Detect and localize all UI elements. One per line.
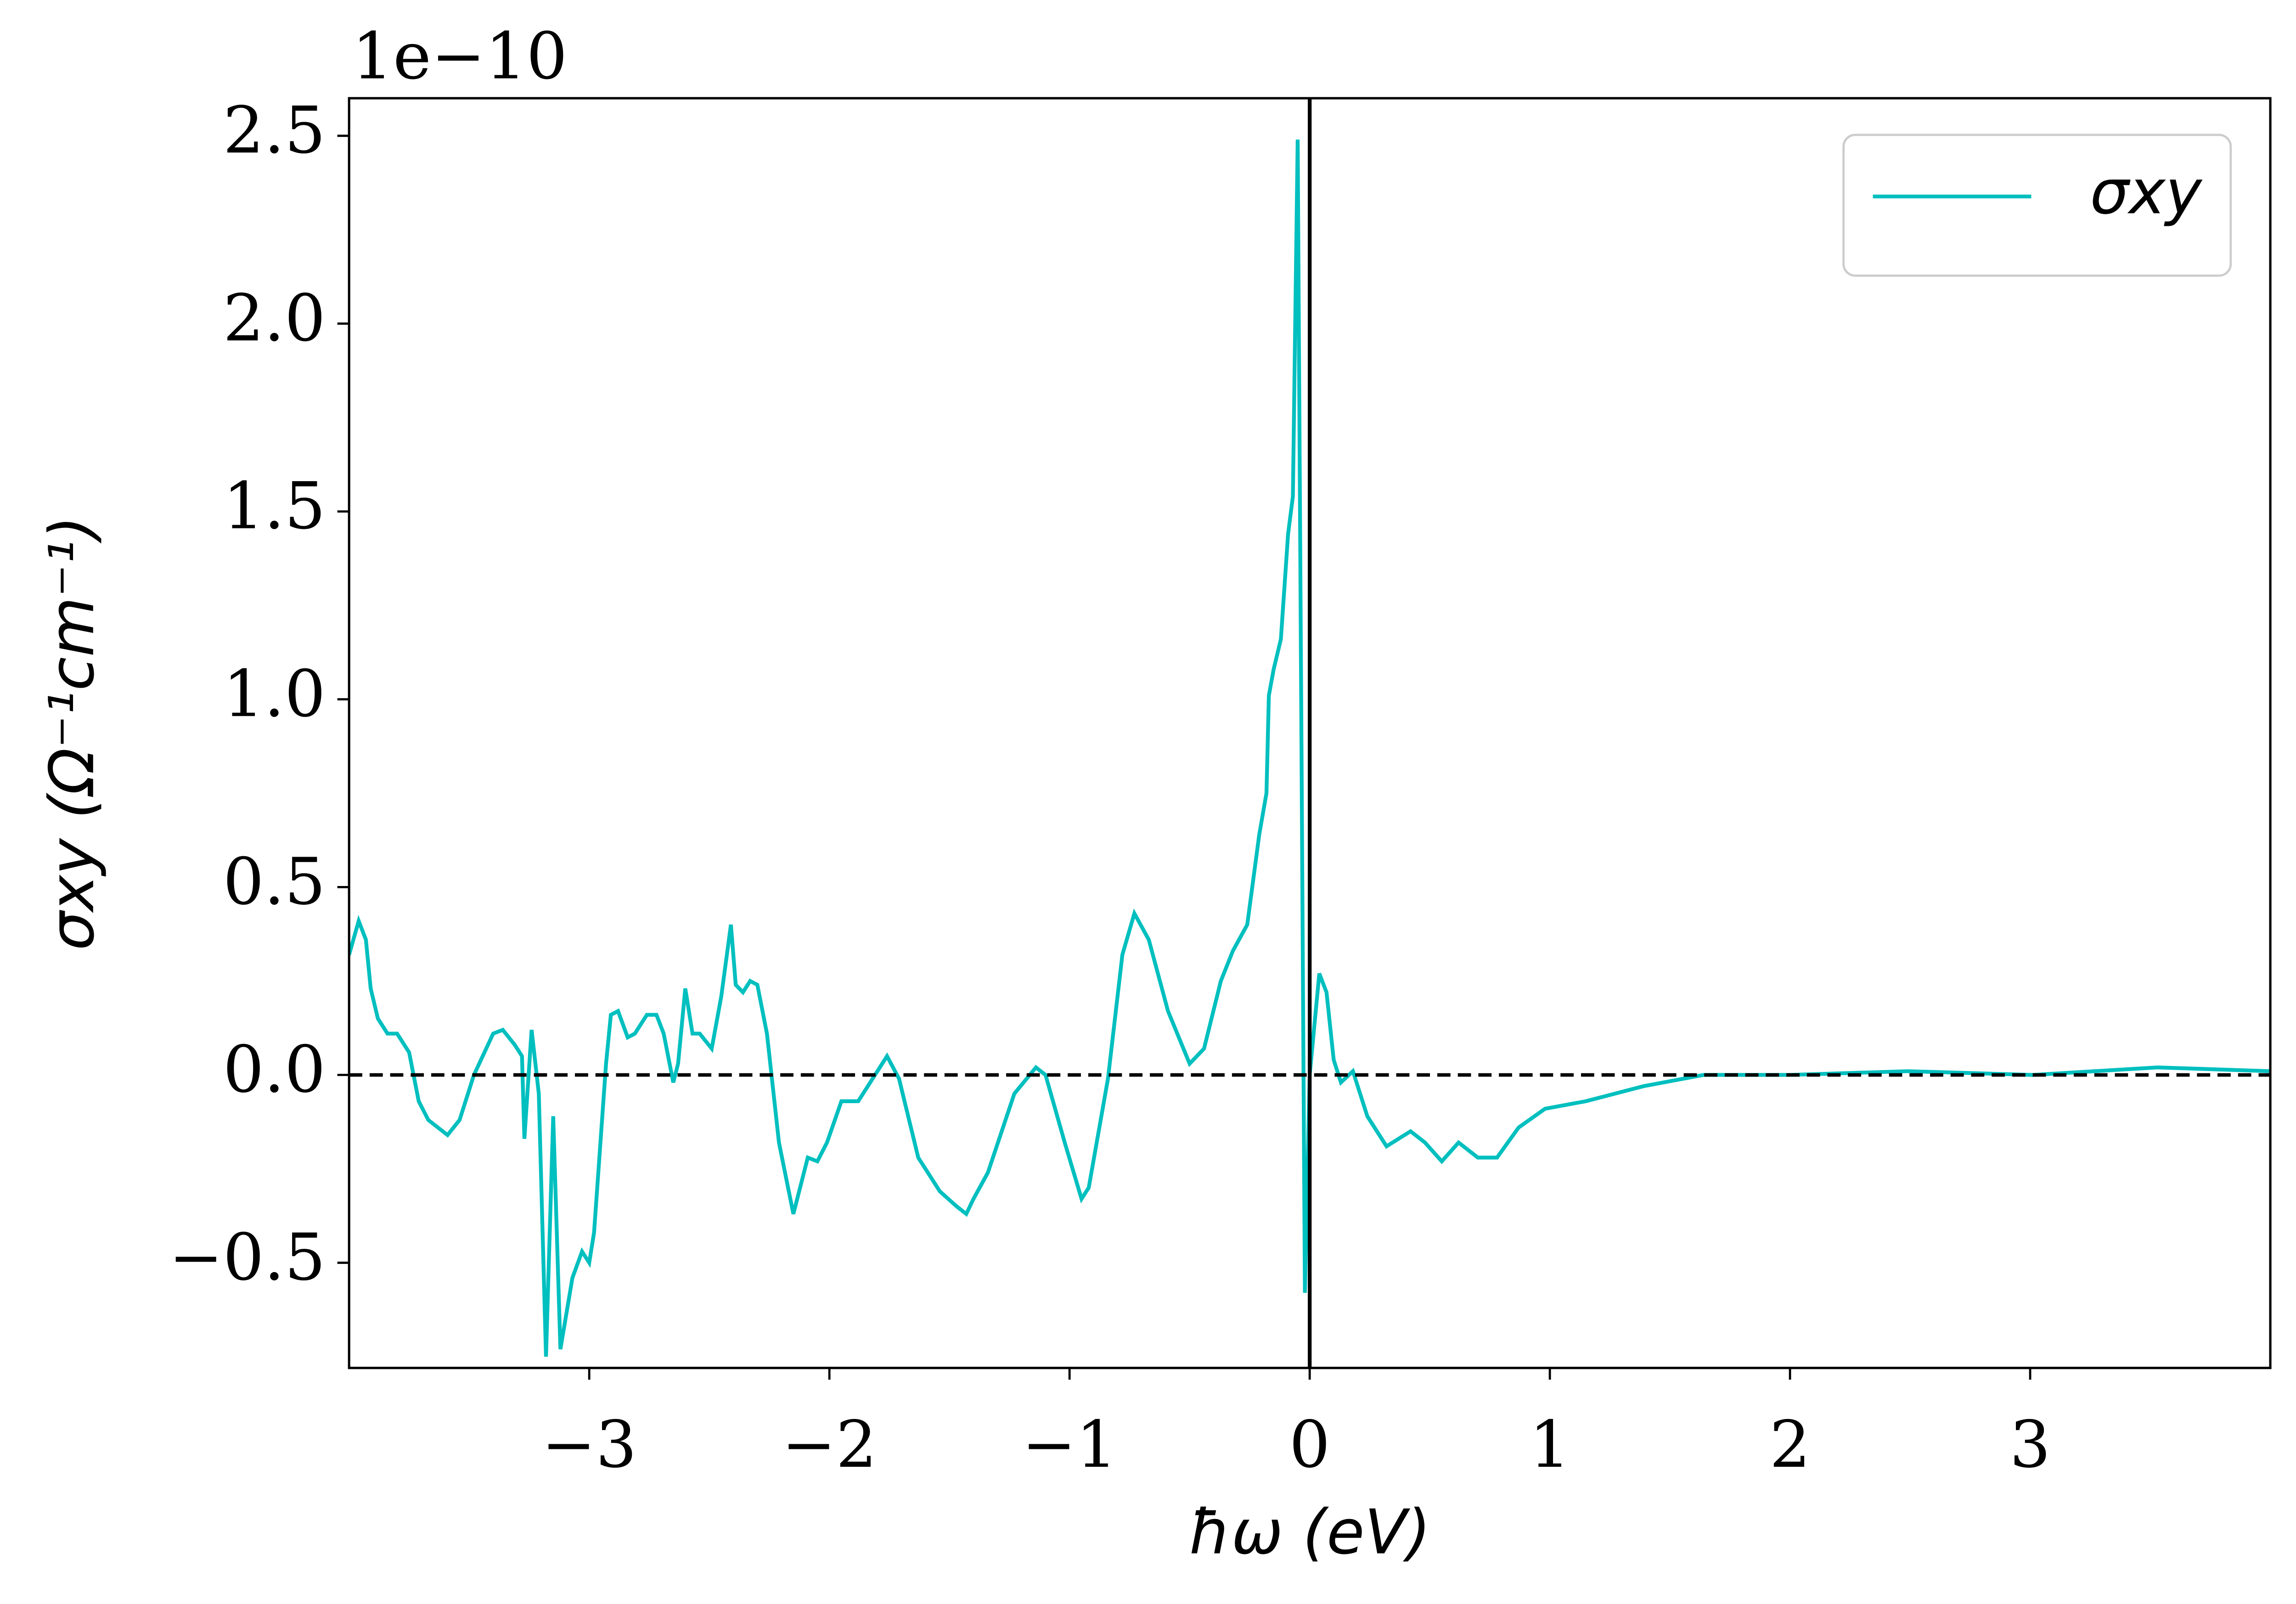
y-tick-label: 1.0 bbox=[223, 657, 326, 732]
data-line bbox=[349, 139, 2271, 1357]
y-tick-label: 0.5 bbox=[223, 845, 326, 920]
x-axis-label: ħω (eV) bbox=[1189, 1496, 1431, 1568]
x-tick-label: 2 bbox=[1769, 1408, 1810, 1482]
x-tick-label: −3 bbox=[542, 1408, 637, 1482]
y-tick-label: 1.5 bbox=[223, 469, 326, 544]
plot-frame bbox=[348, 97, 2272, 1369]
y-tick-label: 0.0 bbox=[223, 1032, 326, 1107]
y-axis-label: σxy (Ω⁻¹cm⁻¹) bbox=[36, 516, 108, 950]
y-tick-label: 2.0 bbox=[223, 281, 326, 356]
x-tick-label: 1 bbox=[1529, 1408, 1570, 1482]
y-tick-label: −0.5 bbox=[169, 1220, 326, 1295]
x-tick-label: −2 bbox=[782, 1408, 877, 1482]
offset-label: 1e−10 bbox=[352, 19, 568, 94]
legend-label: σxy bbox=[2090, 156, 2202, 228]
x-tick-label: −1 bbox=[1022, 1408, 1117, 1482]
x-tick-label: 0 bbox=[1289, 1408, 1330, 1482]
legend-box bbox=[1842, 134, 2232, 277]
x-tick-label: 3 bbox=[2009, 1408, 2050, 1482]
y-tick-label: 2.5 bbox=[223, 93, 326, 168]
